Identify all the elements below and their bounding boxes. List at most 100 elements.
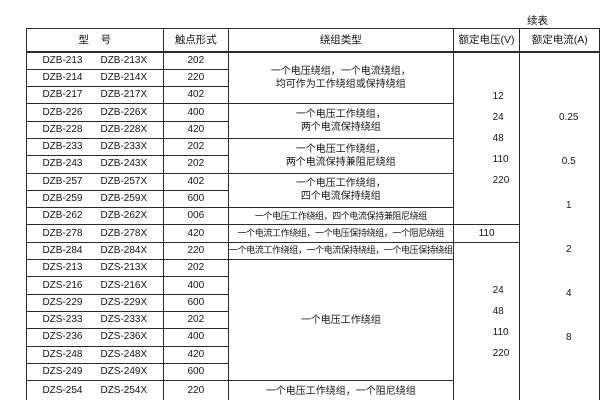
contact-form-cell: 420	[162, 224, 230, 243]
model-cell: DZS-236 DZS-236X	[26, 328, 164, 347]
model-number: DZB-284	[42, 244, 83, 256]
model-number: DZB-233	[42, 141, 83, 153]
rated-voltage-cell: 12 24 48 110 220	[452, 51, 521, 226]
winding-type-cell: 一个电压工作绕组， 两个电流保持兼阻尼绕组	[228, 137, 454, 174]
model-cell: DZB-233 DZB-233X	[26, 137, 164, 157]
contact-form-cell: 202	[162, 259, 230, 278]
model-number-x: DZB-217X	[100, 89, 148, 101]
contact-form-cell: 202	[162, 155, 230, 174]
model-number-x: DZB-278X	[100, 227, 148, 239]
model-number: DZB-226	[42, 106, 83, 118]
current-value: 1	[565, 199, 572, 211]
model-number: DZS-233	[42, 314, 83, 326]
model-number-x: DZB-257X	[100, 175, 148, 187]
voltage-value: 110	[492, 154, 509, 166]
winding-type-text: 一个电压绕组，一个电流绕组，	[270, 66, 411, 78]
model-number: DZS-229	[42, 296, 83, 308]
voltage-value: 110	[492, 326, 509, 338]
winding-type-text: 两个电流保持绕组	[300, 122, 381, 134]
voltage-value: 220	[492, 347, 510, 359]
model-number: DZB-213	[42, 54, 83, 66]
contact-form-cell: 600	[162, 362, 230, 382]
voltage-value: 48	[492, 305, 504, 317]
contact-form-cell: 400	[162, 103, 230, 122]
model-number-x: DZS-236X	[100, 331, 148, 343]
model-cell: DZS-248 DZS-248X	[26, 345, 164, 364]
model-cell: DZB-278 DZB-278X	[26, 224, 164, 243]
model-cell: DZS-213 DZS-213X	[26, 259, 164, 278]
table-row: DZB-213 DZB-213X 202 一个电压绕组，一个电流绕组， 均可作为工作绕组…	[26, 51, 600, 400]
model-number-x: DZB-233X	[100, 141, 148, 153]
model-number-x: DZS-216X	[100, 279, 148, 291]
winding-type-cell: 一个电流工作绕组，一个电压保持绕组，一个阻尼绕组	[228, 224, 454, 243]
voltage-value: 48	[492, 133, 504, 145]
model-cell: DZB-214 DZB-214X	[26, 68, 164, 88]
contact-form-cell: 202	[162, 51, 230, 70]
table-row: DZS-248 DZS-248X 420	[26, 345, 600, 364]
model-number-x: DZB-213X	[100, 54, 148, 66]
model-number-x: DZB-262X	[100, 210, 148, 222]
model-cell: DZS-249 DZS-249X	[26, 362, 164, 382]
table-body: DZB-213 DZB-213X 202 一个电压绕组，一个电流绕组， 均可作为工作绕组…	[26, 51, 600, 400]
column-header-model: 型 号	[26, 28, 164, 53]
winding-type-cell: 一个电压工作绕组， 四个电流保持绕组	[228, 172, 454, 209]
contact-form-cell: 420	[162, 120, 230, 139]
contact-form-cell: 220	[162, 241, 230, 261]
table-row: DZS-249 DZS-249X 600	[26, 362, 600, 382]
model-number-x: DZS-233X	[100, 314, 148, 326]
contact-form-cell: 600	[162, 293, 230, 312]
contact-form-cell: 220	[162, 380, 230, 400]
winding-type-cell: 一个电压工作绕组，四个电流保持兼阻尼绕组	[228, 207, 454, 226]
contact-form-cell: 400	[162, 276, 230, 295]
model-number-x: DZB-259X	[100, 193, 148, 205]
continued-table-label: 续表	[527, 15, 548, 27]
model-number: DZB-262	[42, 210, 83, 222]
table-row: DZS-216 DZS-216X 400	[26, 276, 600, 295]
model-number: DZS-249	[42, 365, 83, 377]
winding-type-text: 一个电压工作绕组	[300, 314, 381, 326]
model-cell: DZB-226 DZB-226X	[26, 103, 164, 122]
model-number: DZS-213	[42, 262, 83, 274]
table-row: DZB-257 DZB-257X 402 一个电压工作绕组， 四个电流保持绕组	[26, 172, 600, 209]
winding-type-text: 均可作为工作绕组或保持绕组	[275, 79, 406, 91]
rated-current-cell: 0.25 0.5 1 2 4 8	[519, 51, 600, 400]
model-number-x: DZB-243X	[100, 158, 148, 170]
current-value: 0.5	[561, 155, 576, 167]
winding-type-cell: 一个电压工作绕组	[228, 259, 454, 382]
relay-spec-table: 型 号 触点形式 绕组类型 额定电压(V) 额定电流(A) DZB-213 DZB…	[26, 28, 600, 400]
voltage-value: 110	[478, 228, 495, 240]
winding-type-text: 一个电流工作绕组，一个电压保持绕组，一个阻尼绕组	[237, 228, 445, 239]
table-row: DZS-233 DZS-233X 202	[26, 310, 600, 330]
model-number-x: DZS-213X	[100, 262, 148, 274]
contact-form-cell: 006	[162, 207, 230, 226]
winding-type-cell: 一个电压工作绕组， 两个电流保持绕组	[228, 103, 454, 139]
model-number-x: DZS-249X	[100, 365, 148, 377]
model-number-x: DZB-228X	[100, 123, 148, 135]
contact-form-cell: 220	[162, 68, 230, 88]
winding-type-cell: 一个电压绕组，一个电流绕组， 均可作为工作绕组或保持绕组	[228, 51, 454, 105]
winding-type-text: 一个电压工作绕组，	[295, 143, 386, 155]
model-number: DZS-254	[42, 385, 83, 397]
model-number: DZB-278	[42, 227, 83, 239]
contact-form-cell: 600	[162, 189, 230, 209]
model-cell: DZB-262 DZB-262X	[26, 207, 164, 226]
model-cell: DZB-228 DZB-228X	[26, 120, 164, 139]
model-cell: DZS-254 DZS-254X	[26, 380, 164, 400]
model-cell: DZS-216 DZS-216X	[26, 276, 164, 295]
model-cell: DZS-233 DZS-233X	[26, 310, 164, 330]
model-number: DZB-259	[42, 193, 83, 205]
model-number: DZB-214	[42, 71, 83, 83]
table-row: DZS-213 DZS-213X 202 一个电压工作绕组	[26, 259, 600, 382]
winding-type-text: 一个电流工作绕组，一个电流保持绕组，一个电压保持绕组	[229, 245, 453, 256]
model-number: DZB-217	[42, 89, 83, 101]
model-number-x: DZS-248X	[100, 348, 148, 360]
model-number: DZS-248	[42, 348, 83, 360]
model-number: DZB-257	[42, 175, 83, 187]
model-cell: DZB-259 DZB-259X	[26, 189, 164, 209]
contact-form-cell: 420	[162, 345, 230, 364]
model-cell: DZB-243 DZB-243X	[26, 155, 164, 174]
rated-voltage-cell: 24 48 110 220	[452, 241, 521, 400]
column-header-rated-current: 额定电流(A)	[519, 28, 600, 53]
current-value: 2	[565, 243, 572, 255]
